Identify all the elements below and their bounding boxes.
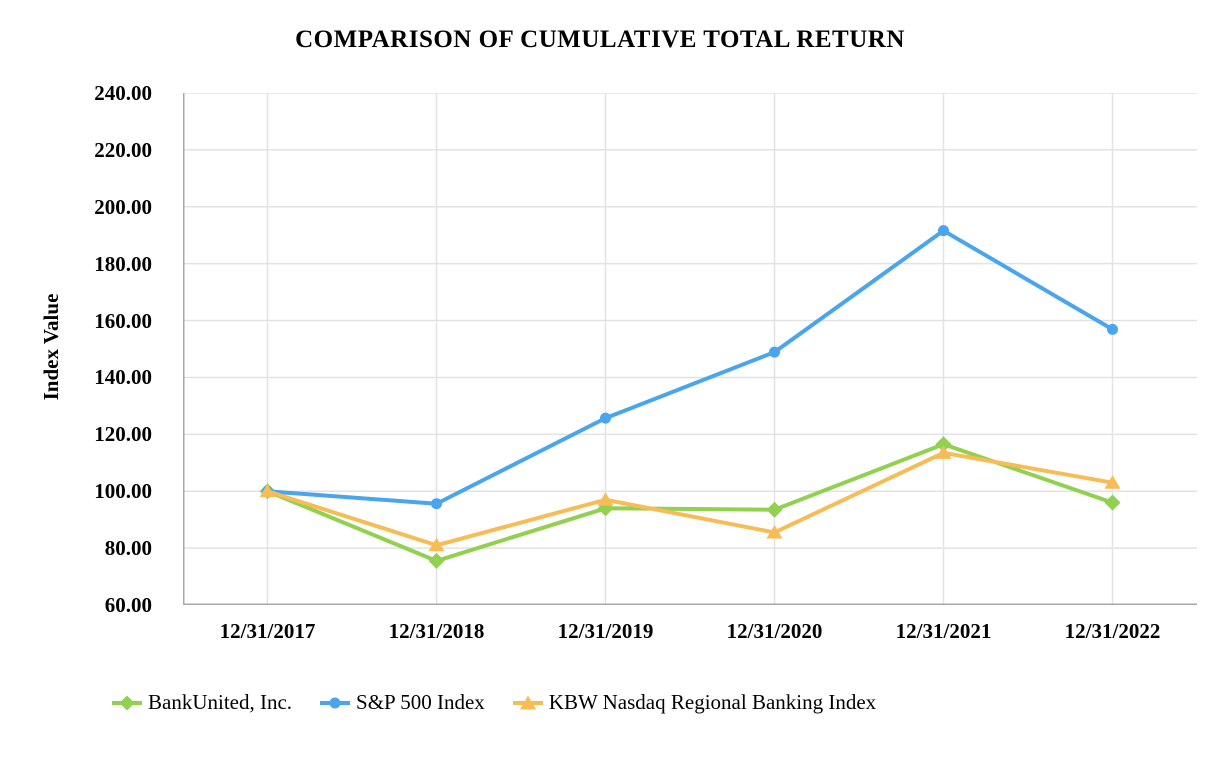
data-point: [766, 524, 783, 539]
data-point: [1107, 323, 1118, 335]
x-tick-label: 12/31/2021: [895, 619, 992, 643]
data-point: [428, 537, 445, 552]
legend-item-bankunited: BankUnited, Inc.: [112, 690, 292, 715]
y-tick-label: 180.00: [94, 251, 152, 276]
y-axis-title: Index Value: [39, 293, 63, 401]
legend-label: S&P 500 Index: [356, 690, 485, 714]
data-point: [428, 552, 445, 569]
chart-title: COMPARISON OF CUMULATIVE TOTAL RETURN: [295, 26, 905, 53]
legend-item-sp500: S&P 500 Index: [320, 690, 485, 715]
data-point: [935, 445, 952, 459]
y-tick-label: 160.00: [94, 308, 152, 333]
y-tick-label: 120.00: [94, 422, 152, 447]
y-tick-label: 100.00: [94, 479, 152, 504]
legend-label: BankUnited, Inc.: [148, 690, 293, 714]
diamond-marker-icon: [112, 695, 142, 710]
x-tick-label: 12/31/2022: [1064, 619, 1161, 643]
triangle-marker-icon: [512, 695, 543, 709]
legend-label: KBW Nasdaq Regional Banking Index: [548, 690, 877, 714]
data-point: [259, 483, 276, 498]
x-tick-label: 12/31/2018: [388, 619, 485, 643]
series-line-0: [265, 442, 1115, 563]
y-tick-label: 200.00: [94, 194, 152, 219]
x-tick-label: 12/31/2019: [557, 619, 654, 643]
data-point: [600, 412, 611, 424]
data-point: [431, 498, 442, 510]
data-point: [766, 501, 783, 518]
y-tick-label: 80.00: [104, 536, 152, 561]
data-point: [938, 225, 949, 237]
data-point: [1104, 475, 1121, 489]
chart-legend: BankUnited, Inc. S&P 500 Index KBW Nasda…: [112, 690, 876, 715]
y-tick-label: 140.00: [94, 365, 152, 390]
x-tick-label: 12/31/2020: [726, 619, 823, 643]
data-point: [935, 436, 952, 453]
chart-plot-area: [183, 93, 1197, 605]
series-line-1: [265, 228, 1115, 506]
series-line-2: [265, 450, 1115, 548]
x-tick-label: 12/31/2017: [219, 619, 316, 643]
circle-marker-icon: [320, 697, 351, 708]
y-tick-label: 240.00: [94, 81, 152, 105]
y-tick-label: 60.00: [104, 593, 152, 617]
data-point: [1104, 494, 1121, 511]
legend-item-kbw: KBW Nasdaq Regional Banking Index: [512, 690, 877, 715]
data-point: [769, 346, 780, 358]
y-tick-label: 220.00: [94, 137, 152, 162]
data-point: [597, 492, 614, 506]
